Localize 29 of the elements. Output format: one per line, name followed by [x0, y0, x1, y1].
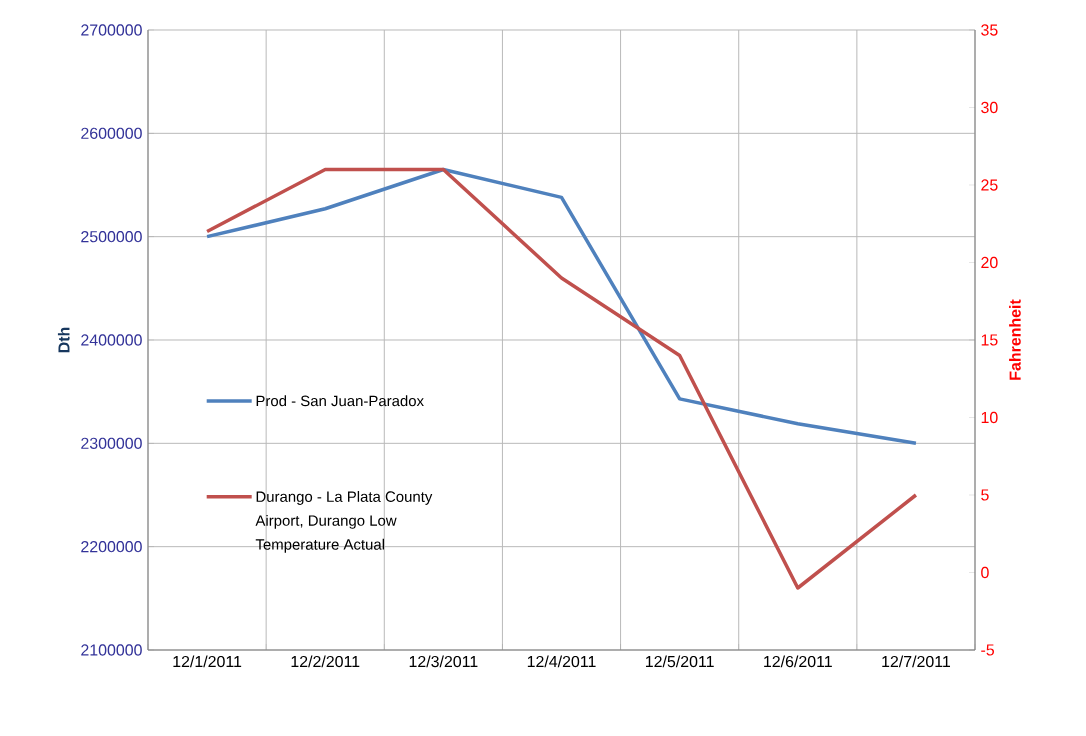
y2-tick-label: 25 [981, 179, 998, 191]
x-tick-label: 12/4/2011 [527, 655, 596, 668]
y2-axis-title: Fahrenheit [1009, 299, 1021, 380]
y2-tick-label: 0 [981, 566, 989, 579]
x-tick-label: 12/2/2011 [291, 655, 360, 668]
x-tick-label: 12/3/2011 [409, 655, 478, 668]
legend-label: Durango - La Plata County Airport, Durango Low Temperature Actual [255, 490, 433, 553]
line-series [205, 167, 918, 446]
x-tick-label: 12/6/2011 [764, 655, 832, 668]
y-axis-title: Dth [57, 327, 70, 353]
x-tick-label: 12/7/2011 [882, 655, 951, 668]
y2-tick-label: -5 [981, 644, 995, 656]
y-tick-label: 2200000 [81, 541, 142, 553]
y-tick-label: 2700000 [81, 24, 142, 36]
line-series [205, 167, 918, 590]
y2-tick-label: 20 [981, 256, 998, 269]
x-tick-label: 12/1/2011 [173, 655, 242, 668]
y2-tick-label: 30 [981, 101, 998, 114]
y2-tick-label: 35 [981, 24, 998, 36]
y-tick-label: 2500000 [81, 231, 142, 243]
y2-tick-label: 15 [981, 334, 998, 346]
x-tick-label: 12/5/2011 [646, 655, 714, 668]
y2-tick-label: 5 [981, 489, 989, 501]
y-tick-label: 2600000 [81, 127, 142, 139]
y-tick-label: 2100000 [81, 644, 142, 656]
y-tick-label: 2300000 [81, 437, 142, 449]
legend-label: Prod - San Juan-Paradox [256, 395, 424, 407]
y-tick-label: 2400000 [81, 334, 142, 346]
y2-tick-label: 10 [981, 411, 998, 424]
